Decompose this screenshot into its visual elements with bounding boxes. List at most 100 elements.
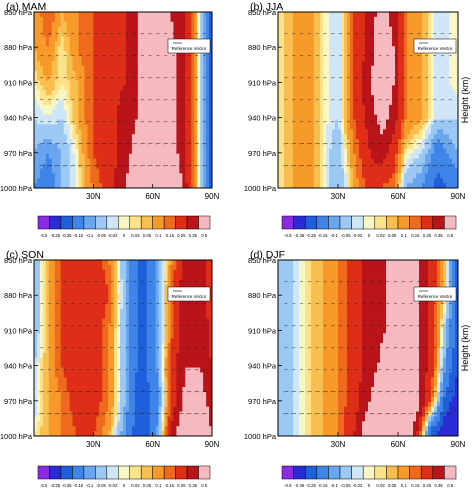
contour-cell	[149, 173, 154, 179]
contour-cell	[404, 51, 408, 57]
contour-cell	[66, 264, 71, 271]
contour-cell	[371, 183, 375, 188]
contour-cell	[72, 16, 77, 23]
contour-cell	[431, 129, 435, 135]
contour-cell	[377, 168, 381, 174]
contour-cell	[36, 264, 41, 271]
contour-cell	[114, 56, 118, 62]
contour-cell	[389, 26, 393, 33]
contour-cell	[338, 16, 342, 23]
contour-cell	[72, 173, 77, 179]
contour-cell	[182, 80, 186, 86]
contour-cell	[320, 56, 324, 62]
contour-cell	[443, 56, 447, 62]
contour-cell	[84, 80, 88, 86]
contour-cell	[323, 153, 327, 160]
contour-cell	[66, 51, 71, 57]
contour-cell	[188, 16, 192, 23]
contour-cell	[200, 56, 204, 62]
contour-cell	[78, 51, 83, 57]
contour-cell	[407, 139, 411, 145]
contour-cell	[90, 119, 94, 126]
contour-cell	[34, 274, 38, 281]
contour-cell	[365, 163, 369, 170]
contour-cell	[84, 173, 88, 179]
contour-cell	[374, 139, 378, 145]
contour-cell	[164, 65, 169, 72]
contour-cell	[377, 129, 381, 135]
contour-cell	[111, 168, 115, 174]
contour-cell	[72, 260, 77, 266]
contour-cell	[353, 46, 357, 52]
contour-cell	[308, 65, 312, 72]
contour-cell	[105, 12, 109, 18]
contour-cell	[173, 114, 177, 121]
contour-cell	[54, 16, 59, 23]
contour-cell	[455, 65, 458, 72]
contour-cell	[344, 65, 348, 72]
contour-cell	[296, 95, 300, 101]
contour-cell	[353, 60, 357, 67]
contour-cell	[152, 46, 157, 52]
contour-cell	[278, 51, 282, 57]
contour-cell	[350, 80, 354, 86]
contour-cell	[398, 12, 402, 18]
contour-cell	[281, 46, 285, 52]
contour-cell	[398, 75, 402, 82]
contour-cell	[42, 269, 47, 276]
contour-cell	[305, 75, 309, 82]
contour-cell	[425, 134, 429, 140]
contour-cell	[425, 109, 429, 116]
contour-cell	[51, 269, 56, 276]
contour-cell	[407, 12, 411, 18]
contour-cell	[75, 26, 80, 33]
contour-cell	[36, 163, 41, 170]
contour-cell	[149, 163, 154, 170]
contour-cell	[296, 109, 300, 116]
contour-cell	[131, 173, 136, 179]
contour-cell	[446, 168, 450, 174]
colorbar-label: 0.15	[411, 233, 420, 238]
contour-cell	[170, 80, 175, 86]
wind-arrow	[39, 165, 45, 167]
contour-cell	[206, 274, 210, 281]
x-tick-label: 30N	[331, 192, 346, 201]
contour-cell	[155, 114, 160, 121]
contour-cell	[410, 158, 414, 165]
contour-cell	[191, 95, 195, 101]
contour-cell	[386, 70, 390, 77]
contour-cell	[335, 16, 339, 23]
contour-cell	[287, 56, 291, 62]
contour-cell	[173, 134, 177, 140]
contour-cell	[45, 134, 50, 140]
contour-cell	[197, 95, 201, 101]
contour-cell	[335, 139, 339, 145]
contour-cell	[392, 36, 396, 42]
contour-cell	[443, 139, 447, 145]
contour-cell	[194, 144, 198, 150]
contour-cell	[443, 153, 447, 160]
contour-cell	[69, 124, 74, 130]
contour-cell	[299, 85, 303, 91]
wind-arrow	[77, 143, 83, 145]
contour-cell	[368, 153, 372, 160]
contour-cell	[434, 134, 438, 140]
contour-cell	[374, 60, 378, 67]
contour-cell	[149, 168, 154, 174]
contour-cell	[99, 75, 103, 82]
contour-cell	[173, 269, 177, 276]
contour-cell	[81, 158, 86, 165]
contour-cell	[401, 80, 405, 86]
contour-cell	[39, 51, 44, 57]
contour-cell	[111, 65, 115, 72]
contour-cell	[102, 124, 106, 130]
contour-cell	[446, 139, 450, 145]
contour-cell	[120, 119, 124, 126]
contour-cell	[428, 56, 432, 62]
contour-cell	[389, 173, 393, 179]
contour-cell	[170, 31, 175, 38]
contour-cell	[158, 148, 163, 155]
contour-cell	[72, 95, 77, 101]
contour-cell	[96, 80, 100, 86]
contour-cell	[311, 60, 315, 67]
